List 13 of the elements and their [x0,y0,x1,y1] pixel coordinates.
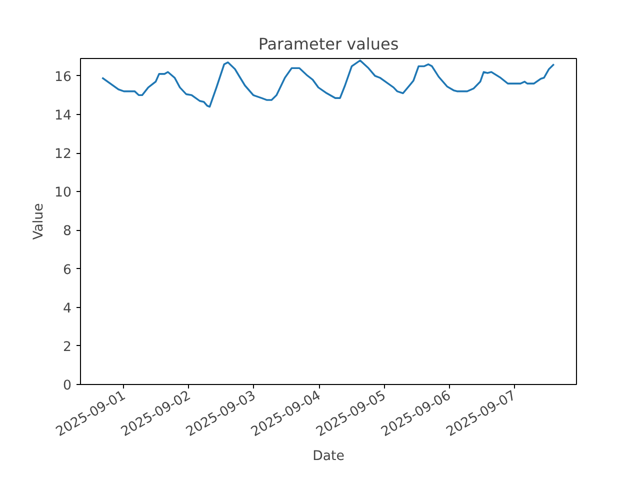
y-tick-label: 2 [63,340,72,355]
y-tick-label: 12 [54,147,72,162]
y-tick-label: 14 [54,108,72,124]
y-tick-label: 16 [54,70,72,85]
y-axis-title: Value [32,203,47,240]
y-tick-label: 4 [63,301,72,316]
line-series [101,60,555,108]
y-tick-label: 10 [54,186,72,201]
y-tick-label: 6 [63,262,72,278]
chart-title: Parameter values [258,34,399,54]
y-tick-label: 8 [63,224,72,240]
x-axis-title: Date [312,448,344,464]
y-tick-label: 0 [63,378,72,394]
